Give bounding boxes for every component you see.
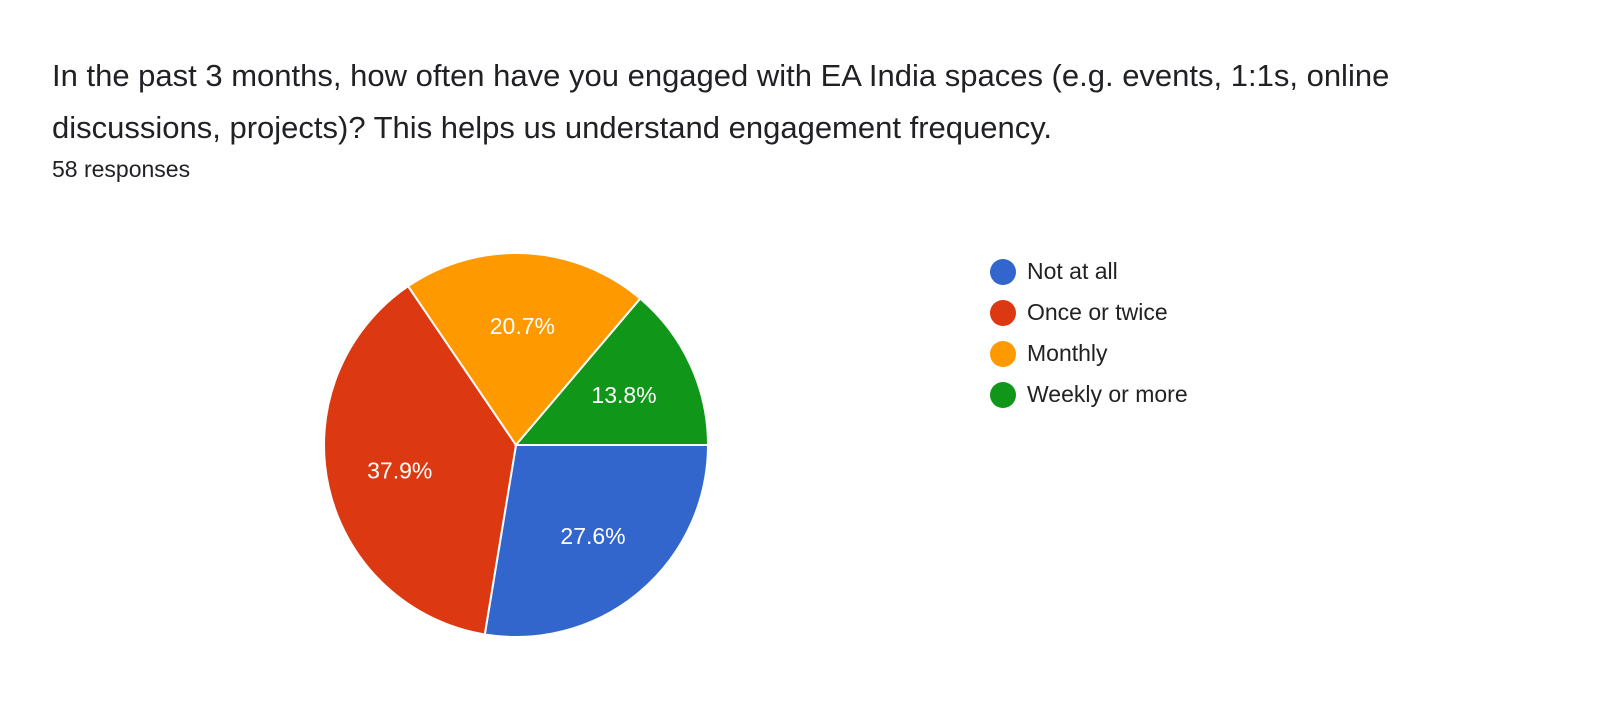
legend-dot-icon [990,299,1016,326]
slice-percentage-label: 20.7% [490,313,555,339]
pie-slice-once-or-twice[interactable] [323,284,518,636]
legend-item-weekly-or-more[interactable]: Weekly or more [990,374,1188,415]
slice-percentage-label: 37.9% [367,458,432,484]
legend-label: Not at all [1027,258,1118,284]
pie-slice-weekly-or-more[interactable] [513,297,710,446]
response-count: 58 responses [52,156,191,182]
slice-percentage-label: 13.8% [591,382,656,408]
legend-dot-icon [990,381,1016,408]
chart-legend: Not at all Once or twice Monthly Weekly … [990,251,1188,415]
slice-percentage-label: 27.6% [560,523,625,549]
legend-item-once-or-twice[interactable]: Once or twice [990,292,1188,333]
pie-slice-monthly[interactable] [406,252,642,447]
legend-label: Weekly or more [1027,381,1188,407]
legend-item-not-at-all[interactable]: Not at all [990,251,1188,292]
legend-label: Monthly [1027,340,1108,366]
legend-dot-icon [990,340,1016,367]
legend-label: Once or twice [1027,299,1168,325]
question-title: In the past 3 months, how often have you… [52,58,1390,145]
legend-dot-icon [990,258,1016,285]
pie-slice-not-at-all[interactable] [483,444,710,638]
legend-item-monthly[interactable]: Monthly [990,333,1188,374]
